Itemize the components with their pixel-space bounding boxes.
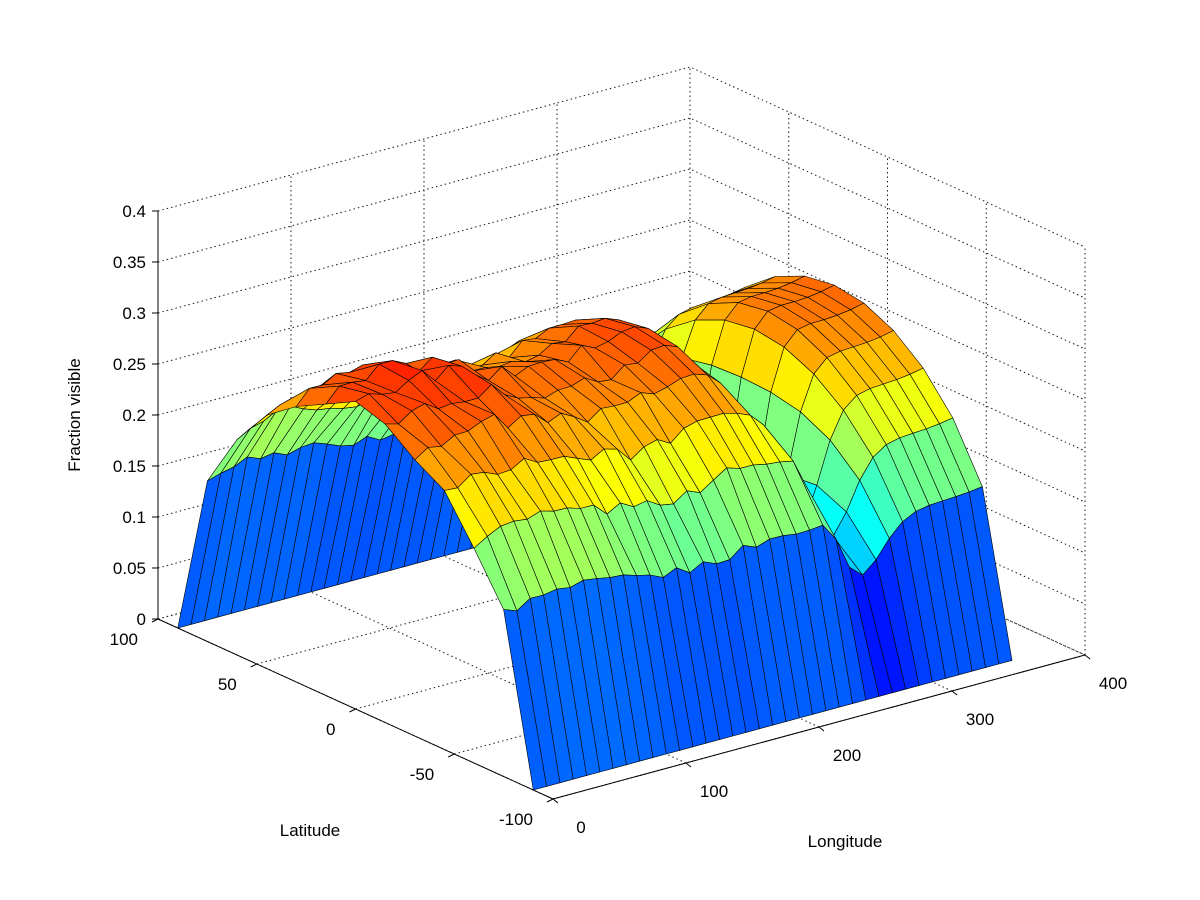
z-tick-label: 0.2 [122,406,146,425]
surface [177,275,1013,791]
y-tick-mark [546,798,554,803]
x-tick-mark [818,726,825,732]
x-tick-label: 300 [966,710,994,729]
y-tick-label: 100 [110,630,138,649]
y-tick-mark [448,753,455,758]
z-tick-label: 0.3 [122,304,146,323]
x-tick-label: 100 [700,782,728,801]
tick-labels: 0100200300400-100-5005010000.050.10.150.… [110,202,1128,837]
z-axis-label: Fraction visible [65,358,84,471]
z-tick-label: 0.25 [113,355,146,374]
z-tick-label: 0 [137,610,146,629]
y-tick-mark [349,708,356,713]
surface-patch [503,609,547,791]
y-tick-mark [250,663,257,668]
x-tick-mark [1084,654,1091,660]
z-tick-label: 0.1 [122,508,146,527]
z-tick-label: 0.05 [113,559,146,578]
x-tick-mark [951,690,958,696]
x-tick-mark [552,798,559,804]
x-tick-label: 400 [1099,674,1127,693]
y-tick-label: 0 [326,720,335,739]
x-tick-label: 200 [833,746,861,765]
x-tick-mark [685,762,692,768]
z-tick-label: 0.15 [113,457,146,476]
y-tick-label: 50 [218,675,237,694]
x-tick-label: 0 [576,818,585,837]
grid-line-back-z [157,117,1086,299]
z-tick-label: 0.35 [113,253,146,272]
y-tick-label: -100 [499,810,533,829]
y-tick-label: -50 [410,765,435,784]
z-tick-label: 0.4 [122,202,146,221]
x-axis-label: Longitude [808,832,883,851]
y-axis-label: Latitude [280,821,341,840]
grid-line-back-z [157,66,1086,248]
